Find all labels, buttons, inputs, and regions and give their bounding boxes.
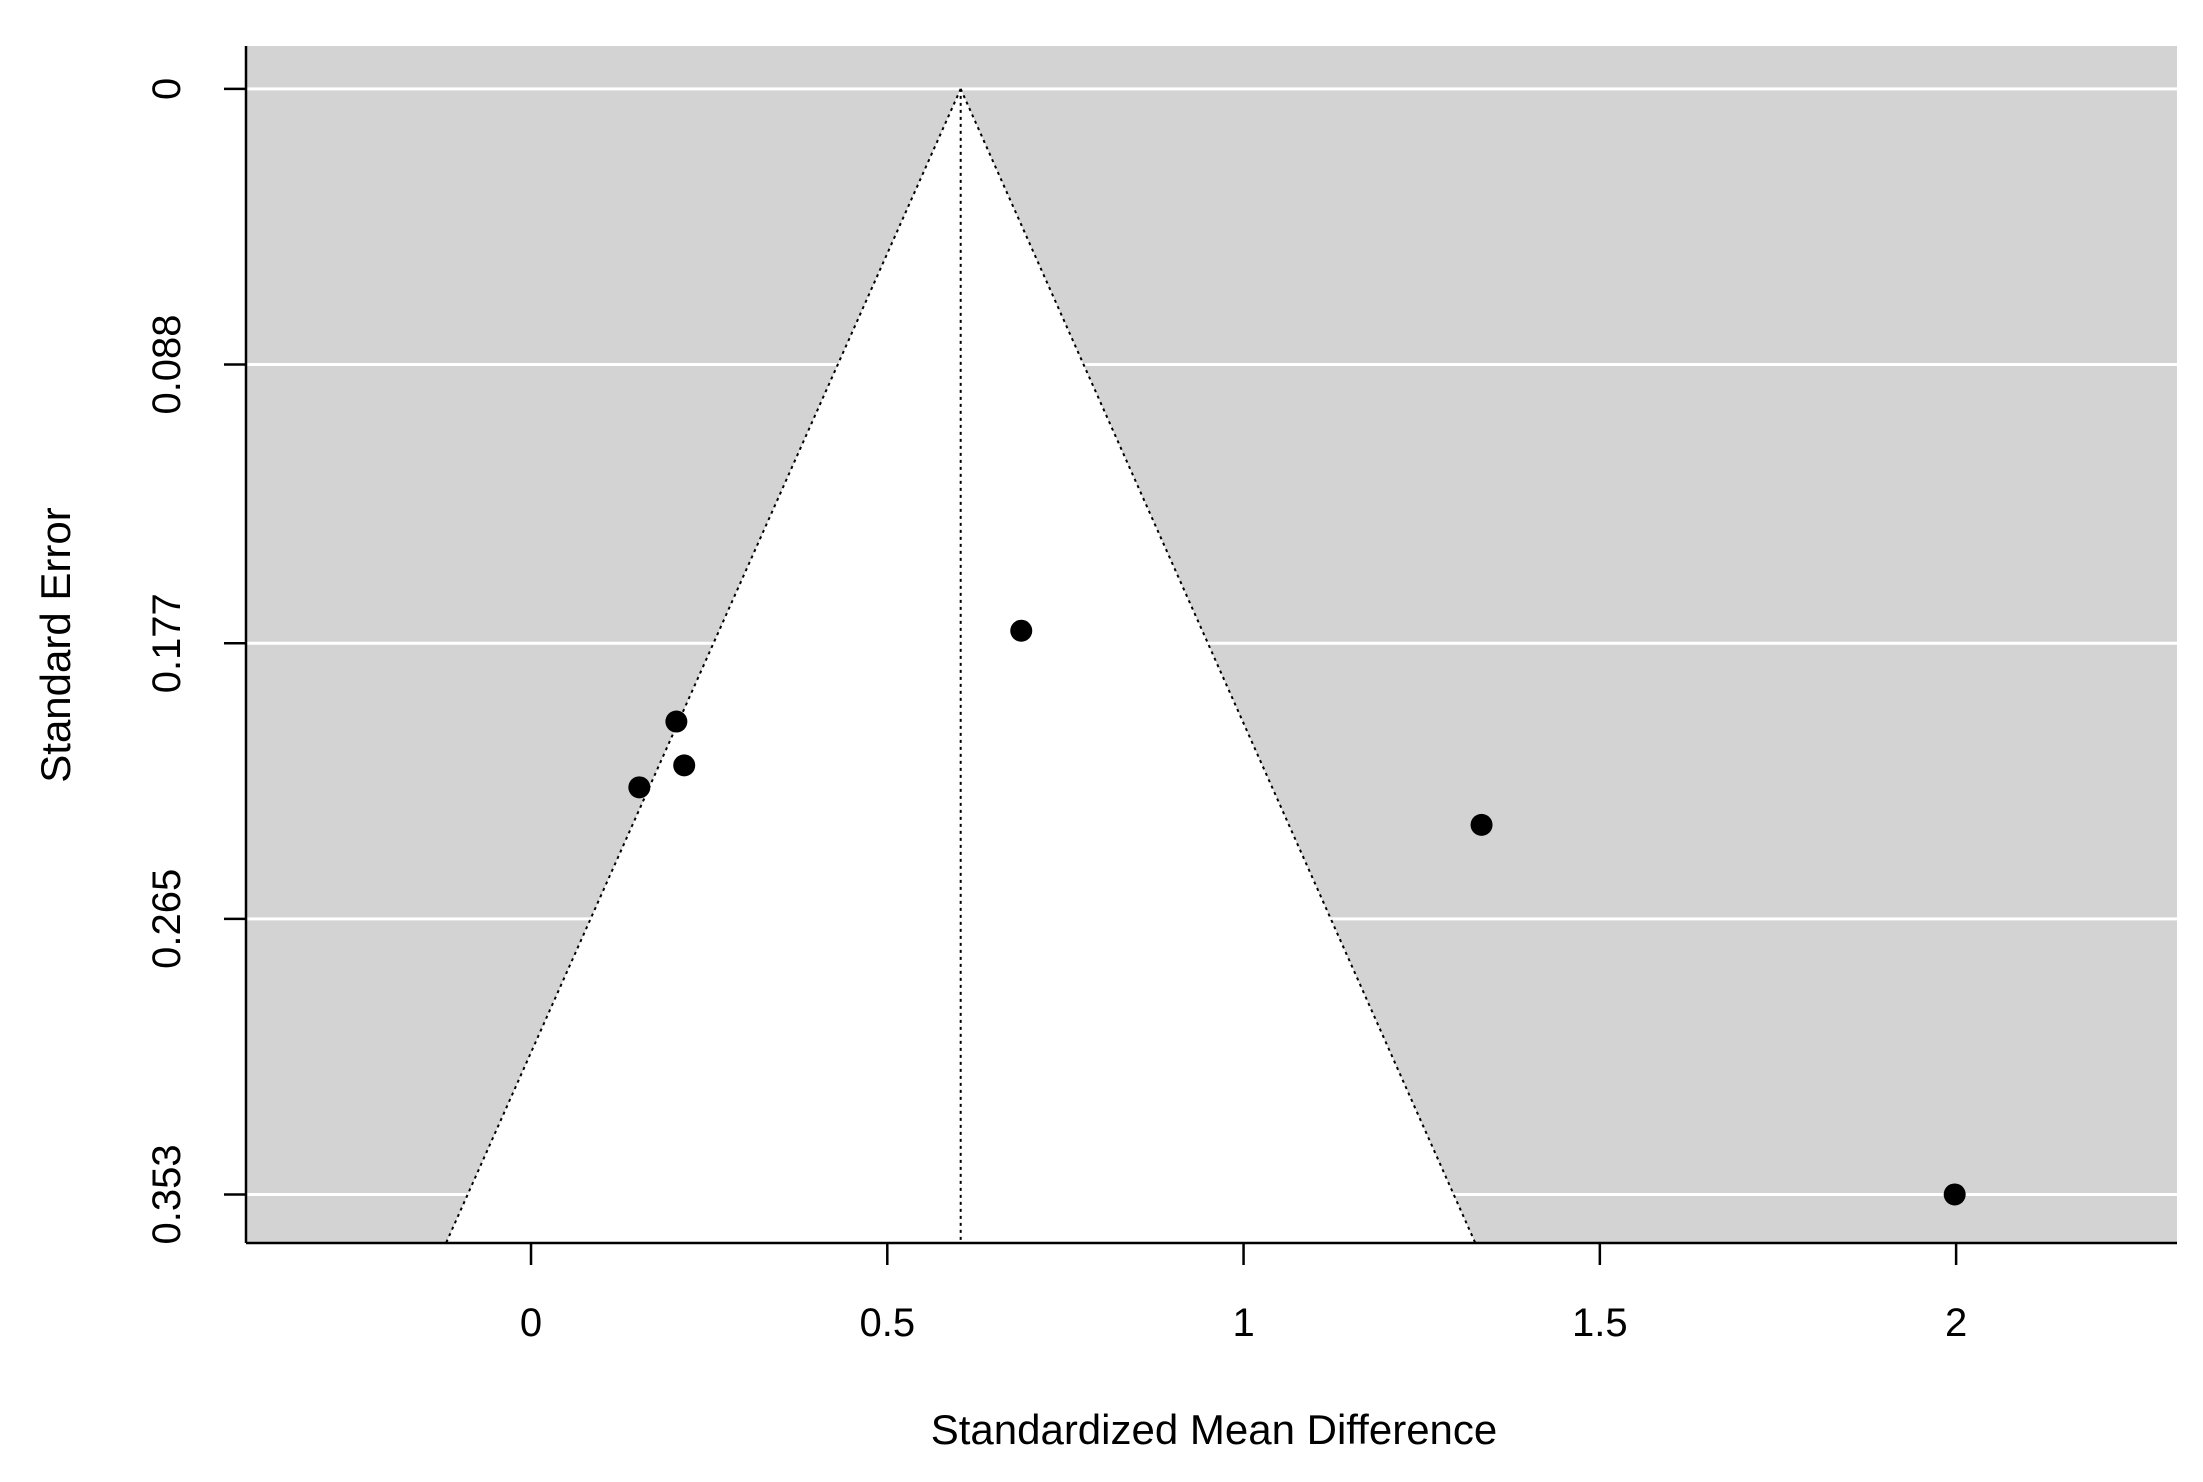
data-point-1: [665, 710, 688, 733]
x-tick-label-0: 0: [520, 1301, 542, 1345]
data-point-3: [628, 776, 651, 799]
data-point-5: [1943, 1183, 1966, 1206]
y-tick-label-1: 0.088: [145, 314, 189, 414]
y-tick-label-4: 0.353: [145, 1144, 189, 1244]
plot-area: [246, 46, 2177, 1244]
x-axis-label: Standardized Mean Difference: [931, 1406, 1498, 1453]
data-point-0: [1010, 619, 1033, 642]
data-point-2: [673, 754, 696, 777]
x-tick-label-4: 2: [1945, 1301, 1967, 1345]
y-axis-label: Standard Error: [32, 507, 79, 782]
x-tick-label-2: 1: [1232, 1301, 1254, 1345]
funnel-region: [446, 88, 1476, 1243]
y-tick-label-3: 0.265: [145, 869, 189, 969]
data-point-4: [1470, 813, 1493, 836]
x-tick-label-1: 0.5: [859, 1301, 915, 1345]
funnel-right-boundary: [959, 88, 1477, 1244]
y-tick-label-2: 0.177: [145, 593, 189, 693]
x-tick-label-3: 1.5: [1572, 1301, 1628, 1345]
axes: 0 0.5 1 1.5 2 0 0.088 0.177 0.265 0.353: [145, 46, 2177, 1345]
funnel-left-boundary: [445, 88, 962, 1244]
y-tick-label-0: 0: [145, 78, 189, 100]
